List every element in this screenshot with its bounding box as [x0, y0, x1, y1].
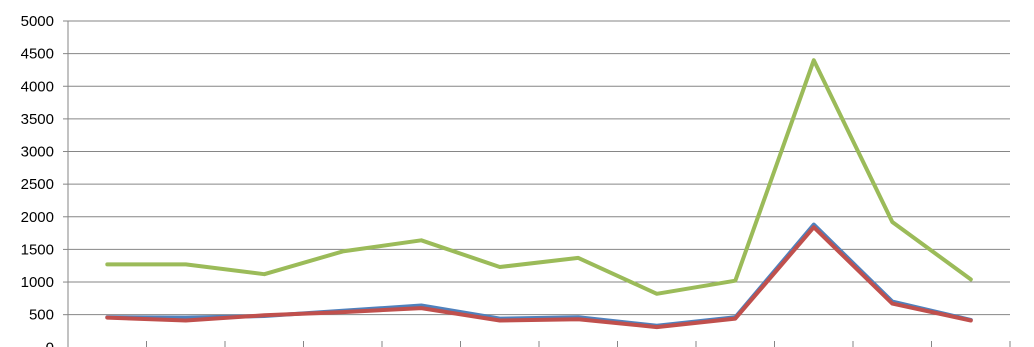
series-line-3 [105, 58, 973, 296]
y-axis: 0 500 1000 1500 2000 2500 3000 3500 4000 4500 5000 [21, 13, 69, 347]
y-tick-label: 2500 [21, 176, 54, 193]
y-tick-label: 4000 [21, 78, 54, 95]
y-tick-label: 1000 [21, 274, 54, 291]
y-tick-label: 0 [46, 339, 54, 347]
series-lines [105, 58, 973, 330]
x-axis [146, 341, 1011, 347]
y-tick-label: 500 [29, 307, 54, 324]
y-tick-label: 4500 [21, 46, 54, 63]
series-line-2 [105, 225, 973, 330]
series-line-1 [105, 222, 973, 328]
y-tick-label: 1500 [21, 241, 54, 258]
y-tick-label: 3500 [21, 111, 54, 128]
y-tick-label: 2000 [21, 209, 54, 226]
y-tick-label: 5000 [21, 13, 54, 30]
gridlines [68, 20, 1010, 316]
y-tick-label: 3000 [21, 144, 54, 161]
